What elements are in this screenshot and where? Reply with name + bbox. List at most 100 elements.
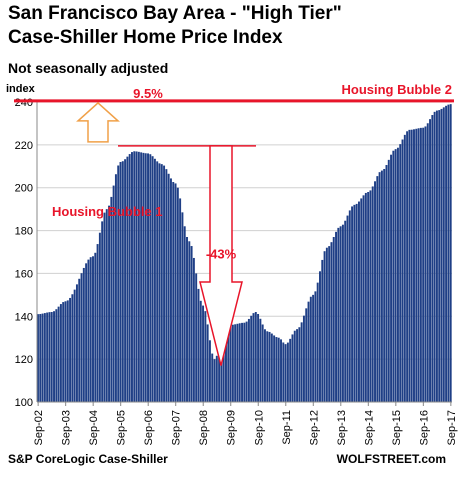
- x-tick-label: Sep-12: [308, 410, 320, 445]
- bar: [222, 337, 225, 402]
- bar: [268, 331, 271, 402]
- bar: [215, 355, 218, 402]
- bar: [351, 206, 354, 402]
- y-axis-label: index: [6, 83, 35, 95]
- bar: [236, 323, 239, 402]
- bar: [89, 257, 92, 402]
- bar: [399, 144, 402, 402]
- bar: [108, 205, 111, 402]
- bar: [243, 322, 246, 402]
- bar: [156, 161, 159, 402]
- bar: [105, 209, 108, 402]
- bar: [195, 273, 198, 402]
- bar: [314, 291, 317, 402]
- bar: [206, 324, 209, 402]
- x-tick-label: Sep-03: [61, 410, 73, 445]
- bar: [64, 301, 67, 402]
- bar: [408, 129, 411, 402]
- bar: [126, 156, 129, 402]
- bar: [348, 210, 351, 402]
- bar: [442, 107, 445, 402]
- bar: [98, 232, 101, 402]
- bar: [257, 314, 260, 402]
- bar: [135, 151, 138, 402]
- bar: [252, 313, 255, 402]
- bars: [37, 104, 452, 403]
- rise-arrow: [76, 101, 120, 143]
- rise-pct-label: 9.5%: [133, 86, 163, 101]
- x-tick-label: Sep-16: [418, 410, 430, 445]
- bar: [204, 311, 207, 402]
- bar: [362, 195, 365, 402]
- bar: [158, 163, 161, 402]
- bar: [275, 337, 278, 402]
- bar: [121, 161, 124, 402]
- bar: [234, 324, 237, 402]
- bar: [263, 329, 266, 402]
- bar: [273, 335, 276, 402]
- bar: [332, 237, 335, 402]
- bar: [117, 165, 120, 402]
- bar: [445, 105, 448, 403]
- bar: [415, 128, 418, 403]
- bar: [85, 263, 88, 402]
- chart-title: San Francisco Bay Area - "High Tier" Cas…: [8, 2, 342, 50]
- bar: [394, 149, 397, 402]
- bar: [380, 170, 383, 402]
- bar: [387, 159, 390, 402]
- bar: [431, 115, 434, 403]
- x-tick-label: Sep-13: [336, 410, 348, 445]
- bar: [55, 309, 58, 402]
- bar: [181, 212, 184, 402]
- bar: [82, 267, 85, 402]
- bar: [426, 123, 429, 403]
- y-tick-label: 160: [15, 268, 33, 280]
- bar: [330, 242, 333, 402]
- bar: [371, 186, 374, 402]
- bar: [220, 341, 223, 402]
- bar: [413, 129, 415, 403]
- bar: [50, 312, 53, 402]
- chart-title-line1: San Francisco Bay Area - "High Tier": [8, 3, 342, 24]
- bar: [131, 152, 133, 402]
- bar: [208, 340, 211, 402]
- bar: [328, 246, 331, 402]
- bar: [259, 318, 262, 402]
- bar: [39, 313, 42, 402]
- x-tick-label: Sep-10: [253, 410, 265, 445]
- source-label: S&P CoreLogic Case-Shiller: [8, 452, 168, 466]
- bar: [433, 111, 436, 402]
- x-tick-label: Sep-07: [171, 410, 183, 445]
- bar: [43, 313, 46, 402]
- bar: [401, 139, 404, 402]
- chart-title-line2: Case-Shiller Home Price Index: [8, 27, 283, 48]
- bar: [419, 127, 422, 402]
- bar: [406, 131, 409, 403]
- bar: [323, 251, 326, 402]
- bar: [341, 224, 344, 402]
- bar: [254, 312, 257, 402]
- bar: [183, 226, 186, 402]
- bar: [319, 271, 321, 402]
- bar: [229, 324, 232, 402]
- bar: [151, 156, 154, 402]
- bar: [48, 312, 51, 402]
- bar: [424, 126, 427, 402]
- x-tick-label: Sep-04: [88, 410, 100, 445]
- bar: [280, 339, 282, 402]
- bar: [169, 178, 172, 402]
- y-tick-label: 120: [15, 354, 33, 366]
- bar: [344, 220, 347, 402]
- bar: [369, 190, 372, 402]
- bar: [321, 259, 324, 402]
- bar: [298, 327, 301, 402]
- bar: [353, 204, 356, 402]
- bar: [383, 168, 386, 402]
- bar: [176, 187, 179, 402]
- x-tick-label: Sep-15: [391, 410, 403, 445]
- bar: [357, 201, 360, 402]
- bar: [385, 165, 388, 402]
- bar: [160, 164, 163, 402]
- bar: [449, 104, 452, 403]
- bar: [186, 237, 188, 402]
